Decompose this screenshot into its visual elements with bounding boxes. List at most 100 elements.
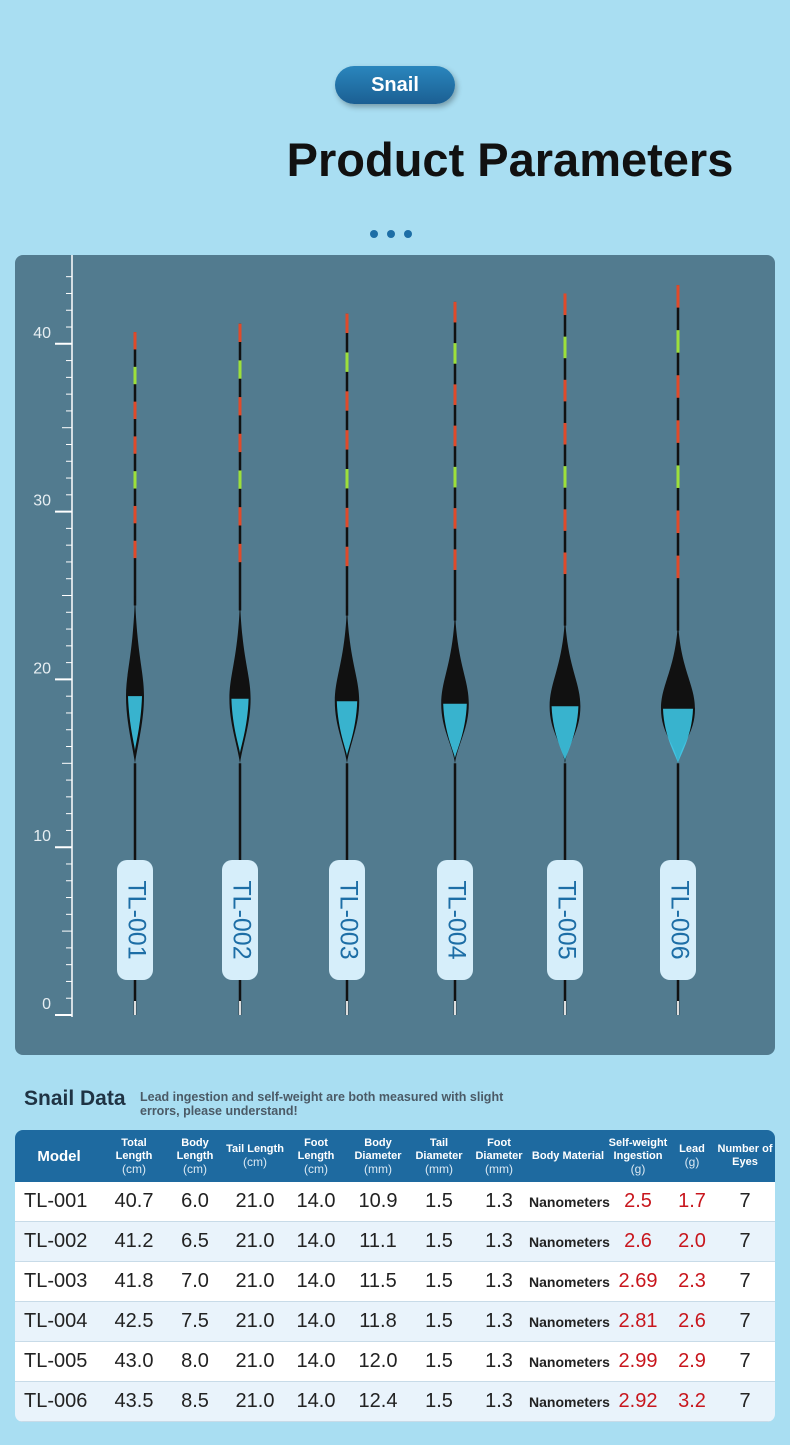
- header-name: Foot Length: [297, 1136, 335, 1162]
- table-cell: 21.0: [225, 1221, 285, 1262]
- float-body-glow: [336, 701, 358, 757]
- header-unit: (mm): [425, 1161, 453, 1176]
- table-cell: 2.99: [607, 1341, 669, 1382]
- table-cell: TL-005: [15, 1341, 103, 1382]
- table-cell: 1.5: [409, 1221, 469, 1262]
- table-cell: Nanometers: [529, 1301, 610, 1342]
- float-label: TL-001: [122, 880, 150, 959]
- table-cell: 8.0: [165, 1341, 225, 1382]
- table-cell: 43.0: [103, 1341, 165, 1382]
- ruler-label: 30: [33, 493, 51, 510]
- table-cell: 14.0: [285, 1261, 347, 1302]
- table-cell: 2.6: [607, 1221, 669, 1262]
- table-cell: Nanometers: [529, 1182, 610, 1222]
- table-cell: Nanometers: [529, 1381, 610, 1422]
- dots: [370, 225, 421, 243]
- header-name: Total Length: [115, 1136, 153, 1162]
- table-cell: 7: [715, 1261, 775, 1302]
- table-cell: 41.8: [103, 1261, 165, 1302]
- table-cell: 21.0: [225, 1341, 285, 1382]
- table-cell: 1.5: [409, 1301, 469, 1342]
- table-header: Body Material: [529, 1130, 607, 1182]
- product-panel: 0 10 20 30 40 TL-001 TL-002 TL-003 TL-004 TL-005 T…: [15, 255, 775, 1055]
- table-cell: TL-001: [15, 1182, 103, 1222]
- table-header: Foot Length (cm): [285, 1130, 347, 1182]
- float-label: TL-005: [552, 880, 580, 959]
- table-row: TL-003 41.8 7.0 21.0 14.0 11.5 1.5 1.3 Nanometer…: [15, 1261, 775, 1302]
- table-cell: 12.0: [347, 1341, 409, 1382]
- float-label: TL-006: [665, 880, 693, 959]
- table-cell: 21.0: [225, 1261, 285, 1302]
- header-name: Body Length: [176, 1136, 214, 1162]
- ruler-label: 20: [33, 660, 51, 677]
- table-cell: 1.5: [409, 1182, 469, 1222]
- table-header: Total Length (cm): [103, 1130, 165, 1182]
- header-unit: (cm): [243, 1155, 267, 1169]
- header-name: Self-weight Ingestion: [608, 1136, 668, 1162]
- table-cell: 2.92: [607, 1381, 669, 1422]
- float-label: TL-004: [442, 880, 470, 959]
- table-cell: 43.5: [103, 1381, 165, 1422]
- table-cell: 1.5: [409, 1381, 469, 1422]
- table-cell: 21.0: [225, 1381, 285, 1422]
- table-cell: 14.0: [285, 1381, 347, 1422]
- header-unit: (g): [630, 1161, 646, 1176]
- table-cell: 11.5: [347, 1261, 409, 1302]
- table-cell: 12.4: [347, 1381, 409, 1422]
- float-label-box: [660, 860, 696, 980]
- float-label: TL-003: [334, 880, 362, 959]
- table-cell: 2.81: [607, 1301, 669, 1342]
- float-body-glow: [231, 698, 249, 754]
- header-name: Number of Eyes: [717, 1143, 773, 1168]
- float-label: TL-002: [227, 880, 255, 959]
- table-cell: TL-002: [15, 1221, 103, 1262]
- table-cell: 2.69: [607, 1261, 669, 1302]
- table-cell: 14.0: [285, 1301, 347, 1342]
- header-unit: (cm): [122, 1161, 146, 1176]
- table-cell: 1.3: [469, 1221, 529, 1262]
- header-name: Body Diameter: [354, 1136, 402, 1162]
- table-cell: 41.2: [103, 1221, 165, 1262]
- float-body-glow: [551, 706, 579, 762]
- table-title: Snail Data: [24, 1087, 126, 1110]
- header-unit: (cm): [183, 1161, 207, 1176]
- table-header: Foot Diameter (mm): [469, 1130, 529, 1182]
- header-name: Body Material: [531, 1149, 605, 1162]
- float-label-box: [329, 860, 365, 980]
- table-cell: 14.0: [285, 1182, 347, 1222]
- header-name: Model: [37, 1147, 81, 1165]
- table-cell: 8.5: [165, 1381, 225, 1422]
- table-cell: 1.3: [469, 1301, 529, 1342]
- table-cell: 6.0: [165, 1182, 225, 1222]
- header-name: Tail Diameter: [415, 1136, 463, 1162]
- table-cell: Nanometers: [529, 1261, 610, 1302]
- ruler-label: 10: [33, 828, 51, 845]
- table-header: Tail Length (cm): [225, 1130, 285, 1182]
- table-cell: 7.5: [165, 1301, 225, 1342]
- badge: Snail: [335, 66, 455, 104]
- table-cell: TL-004: [15, 1301, 103, 1342]
- float-body-glow: [663, 708, 693, 764]
- table-header: Number of Eyes: [715, 1130, 775, 1182]
- ruler-label: 40: [33, 325, 51, 342]
- float-label-box: [222, 860, 258, 980]
- table-cell: 6.5: [165, 1221, 225, 1262]
- header-unit: (g): [684, 1155, 700, 1169]
- title: Product Parameters: [286, 133, 734, 186]
- ruler-label: 0: [42, 996, 51, 1013]
- table-cell: 2.6: [669, 1301, 715, 1342]
- table-cell: TL-003: [15, 1261, 103, 1302]
- table-cell: 1.3: [469, 1341, 529, 1382]
- table-header: Self-weight Ingestion (g): [607, 1130, 669, 1182]
- table-cell: 40.7: [103, 1182, 165, 1222]
- float-body-glow: [128, 696, 142, 752]
- table-header: Lead (g): [669, 1130, 715, 1182]
- table-header: Body Length (cm): [165, 1130, 225, 1182]
- spec-table: Model Total Length (cm) Body Length (cm) Tail…: [15, 1130, 775, 1422]
- table-cell: 11.8: [347, 1301, 409, 1342]
- table-cell: 7.0: [165, 1261, 225, 1302]
- table-cell: 14.0: [285, 1221, 347, 1262]
- header-name: Foot Diameter: [475, 1136, 523, 1162]
- table-header: Body Diameter (mm): [347, 1130, 409, 1182]
